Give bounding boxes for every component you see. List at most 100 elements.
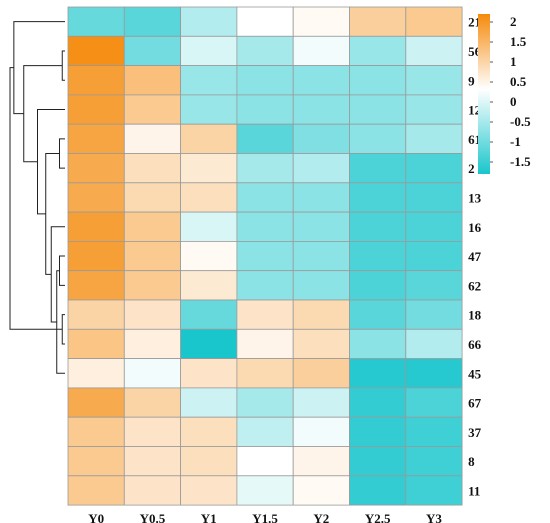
- heatmap-cell: [67, 270, 125, 301]
- heatmap-cell: [67, 35, 125, 66]
- dendrogram-branch: [59, 255, 65, 286]
- dendrogram-branch: [61, 314, 65, 345]
- column-tick-label: Y0.5: [140, 511, 166, 523]
- heatmap-cell: [292, 182, 350, 213]
- row-tick-label: 11: [468, 483, 480, 498]
- heatmap-cell: [236, 123, 294, 154]
- heatmap-cell: [180, 65, 238, 96]
- heatmap-cell: [123, 299, 182, 330]
- heatmap-cell: [180, 270, 238, 301]
- dendrogram-branch: [37, 109, 65, 215]
- heatmap-cell: [349, 299, 407, 330]
- heatmap-cell: [67, 153, 125, 184]
- row-tick-label: 47: [468, 249, 482, 264]
- heatmap-cell: [123, 328, 182, 359]
- heatmap-cell: [180, 328, 238, 359]
- heatmap-cell: [123, 416, 182, 447]
- heatmap-cell: [405, 446, 463, 477]
- heatmap-cells: [67, 6, 463, 506]
- row-tick-label: 62: [468, 278, 481, 293]
- heatmap-cell: [180, 387, 238, 418]
- colorbar-tick-label: -1.5: [510, 154, 531, 169]
- dendrogram-branch: [59, 138, 65, 169]
- heatmap-cell: [123, 475, 182, 506]
- colorbar-tick-label: 1: [510, 54, 517, 69]
- heatmap-cell: [180, 94, 238, 125]
- dendrogram-branch: [9, 67, 63, 330]
- heatmap-cell: [236, 94, 294, 125]
- heatmap-cell: [405, 182, 463, 213]
- heatmap-cell: [123, 123, 182, 154]
- heatmap-cell: [405, 270, 463, 301]
- colorbar-tick-label: 0.5: [510, 74, 527, 89]
- heatmap-cell: [349, 123, 407, 154]
- heatmap-cell: [349, 387, 407, 418]
- heatmap-cell: [349, 270, 407, 301]
- heatmap-cell: [292, 211, 350, 242]
- heatmap-cell: [123, 65, 182, 96]
- heatmap-cell: [67, 446, 125, 477]
- heatmap-cell: [236, 270, 294, 301]
- colorbar-tick-label: 2: [510, 14, 517, 29]
- heatmap-cell: [292, 123, 350, 154]
- heatmap-cell: [292, 475, 350, 506]
- heatmap-cell: [236, 65, 294, 96]
- heatmap-cell: [180, 358, 238, 389]
- heatmap-cell: [123, 358, 182, 389]
- column-tick-label: Y2: [313, 511, 329, 523]
- heatmap-cell: [123, 153, 182, 184]
- dendrogram-branch: [50, 226, 65, 323]
- row-tick-label: 13: [468, 190, 482, 205]
- colorbar-gradient: [478, 14, 490, 174]
- heatmap-cell: [67, 328, 125, 359]
- heatmap-cell: [180, 211, 238, 242]
- row-tick-label: 45: [468, 366, 482, 381]
- heatmap-cell: [292, 328, 350, 359]
- colorbar-tick-label: -0.5: [510, 114, 531, 129]
- heatmap-cell: [349, 358, 407, 389]
- heatmap-cell: [405, 328, 463, 359]
- heatmap-cell: [236, 153, 294, 184]
- heatmap-cell: [236, 299, 294, 330]
- heatmap-cell: [67, 182, 125, 213]
- column-tick-label: Y1.5: [252, 511, 278, 523]
- row-tick-label: 18: [468, 308, 482, 323]
- heatmap-cell: [292, 153, 350, 184]
- row-tick-label: 37: [468, 425, 482, 440]
- heatmap-cell: [405, 358, 463, 389]
- heatmap-cell: [180, 240, 238, 272]
- row-tick-label: 66: [468, 337, 482, 352]
- heatmap-cell: [123, 35, 182, 66]
- colorbar-tick-label: 1.5: [510, 34, 527, 49]
- row-tick-label: 9: [468, 73, 475, 88]
- heatmap-cell: [180, 446, 238, 477]
- heatmap-cell: [67, 211, 125, 242]
- heatmap-cell: [236, 240, 294, 272]
- heatmap-cell: [292, 446, 350, 477]
- heatmap-cell: [349, 65, 407, 96]
- heatmap-cell: [236, 6, 294, 37]
- heatmap-cell: [349, 446, 407, 477]
- heatmap-cell: [180, 299, 238, 330]
- row-tick-label: 2: [468, 161, 475, 176]
- dendrogram-branch: [23, 65, 63, 163]
- row-tick-label: 12: [468, 103, 481, 118]
- heatmap-cell: [67, 6, 125, 37]
- dendrogram-branch: [13, 21, 65, 115]
- heatmap-cell: [405, 240, 463, 272]
- dendrogram-branch: [45, 153, 60, 275]
- heatmap-cell: [123, 446, 182, 477]
- heatmap-cell: [292, 270, 350, 301]
- heatmap-cell: [123, 240, 182, 272]
- dendrogram-branch: [61, 50, 65, 81]
- heatmap-cell: [349, 416, 407, 447]
- heatmap-cell: [405, 35, 463, 66]
- heatmap-cell: [292, 416, 350, 447]
- heatmap-cell: [236, 328, 294, 359]
- heatmap-cell: [236, 387, 294, 418]
- heatmap-cell: [349, 94, 407, 125]
- heatmap-cell: [405, 299, 463, 330]
- heatmap-cell: [349, 153, 407, 184]
